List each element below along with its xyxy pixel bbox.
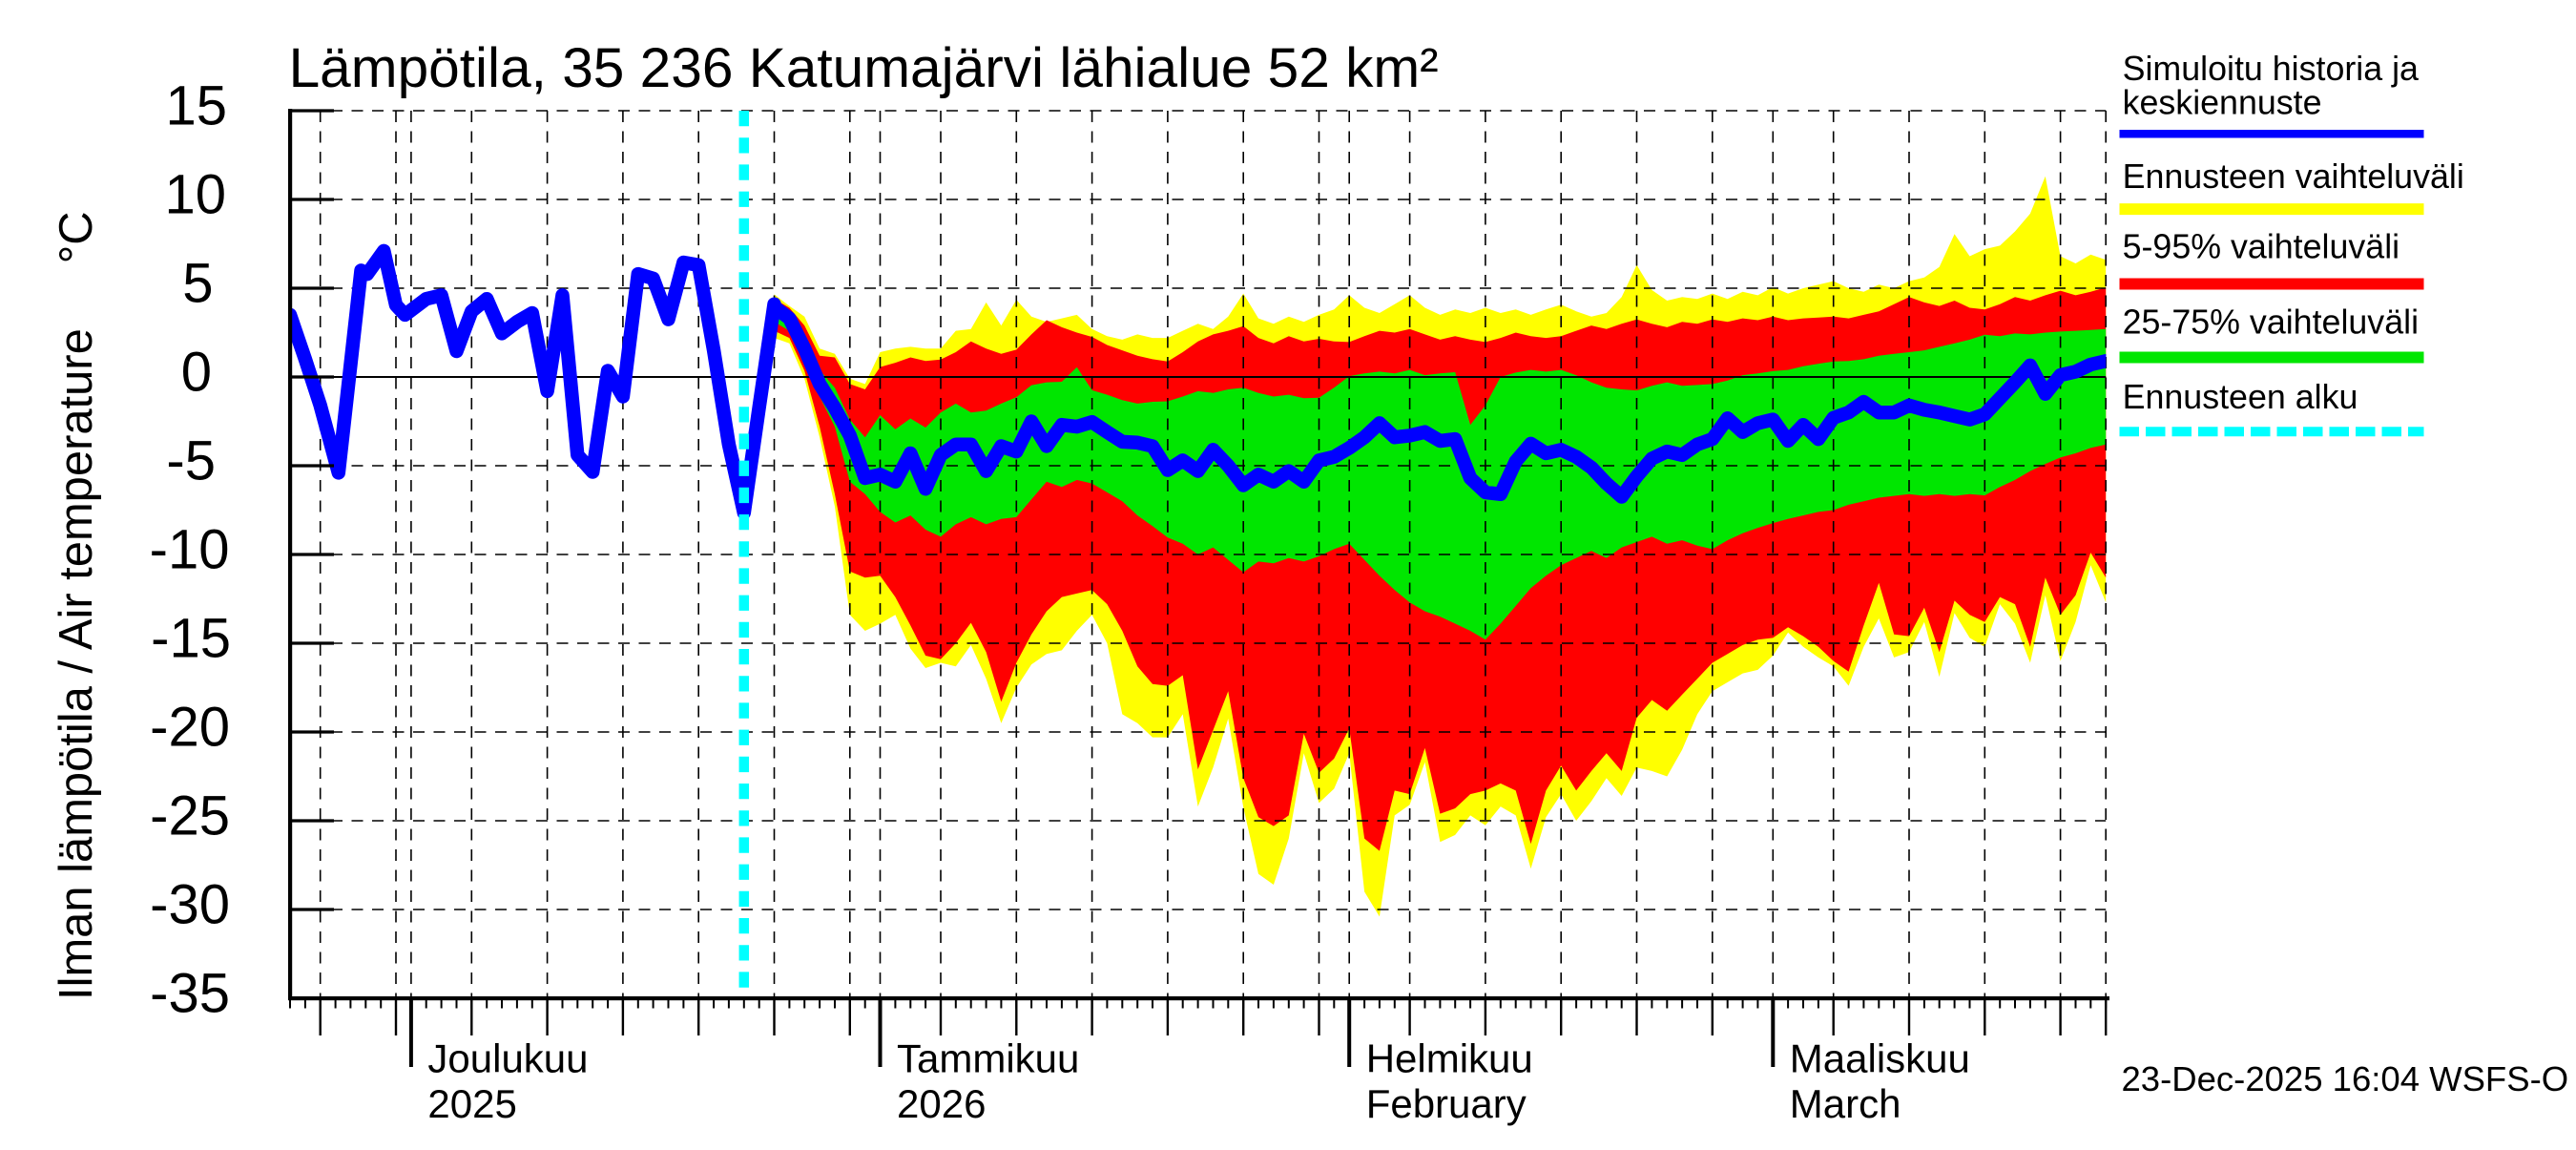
- svg-text:-10: -10: [150, 518, 230, 580]
- svg-text:-20: -20: [150, 696, 230, 758]
- svg-text:Joulukuu: Joulukuu: [427, 1036, 588, 1081]
- svg-text:-15: -15: [151, 607, 231, 669]
- svg-text:25-75% vaihteluväli: 25-75% vaihteluväli: [2123, 303, 2419, 341]
- svg-text:-30: -30: [150, 873, 230, 935]
- svg-text:Maaliskuu: Maaliskuu: [1790, 1036, 1970, 1081]
- svg-text:2025: 2025: [427, 1081, 516, 1126]
- svg-text:March: March: [1790, 1081, 1901, 1126]
- svg-text:Tammikuu: Tammikuu: [897, 1036, 1079, 1081]
- svg-text:Lämpötila, 35 236 Katumajärvi: Lämpötila, 35 236 Katumajärvi lähialue 5…: [289, 37, 1439, 99]
- svg-text:15: 15: [165, 74, 227, 136]
- svg-text:0: 0: [181, 341, 212, 403]
- svg-text:-35: -35: [150, 962, 230, 1024]
- svg-text:February: February: [1366, 1081, 1527, 1126]
- svg-text:keskiennuste: keskiennuste: [2123, 84, 2322, 122]
- svg-text:5-95% vaihteluväli: 5-95% vaihteluväli: [2123, 228, 2400, 266]
- svg-text:5: 5: [182, 252, 213, 314]
- svg-text:Ilman lämpötila / Air temperat: Ilman lämpötila / Air temperature °C: [51, 211, 102, 1000]
- svg-text:Ennusteen vaihteluväli: Ennusteen vaihteluväli: [2123, 157, 2464, 196]
- svg-text:-5: -5: [166, 429, 216, 491]
- svg-text:Simuloitu historia ja: Simuloitu historia ja: [2123, 50, 2419, 88]
- svg-text:23-Dec-2025 16:04 WSFS-O: 23-Dec-2025 16:04 WSFS-O: [2122, 1059, 2569, 1098]
- svg-text:2026: 2026: [897, 1081, 986, 1126]
- svg-text:10: 10: [164, 163, 226, 225]
- svg-text:Ennusteen alku: Ennusteen alku: [2123, 378, 2358, 416]
- svg-text:-25: -25: [150, 784, 230, 847]
- svg-text:Helmikuu: Helmikuu: [1366, 1036, 1533, 1081]
